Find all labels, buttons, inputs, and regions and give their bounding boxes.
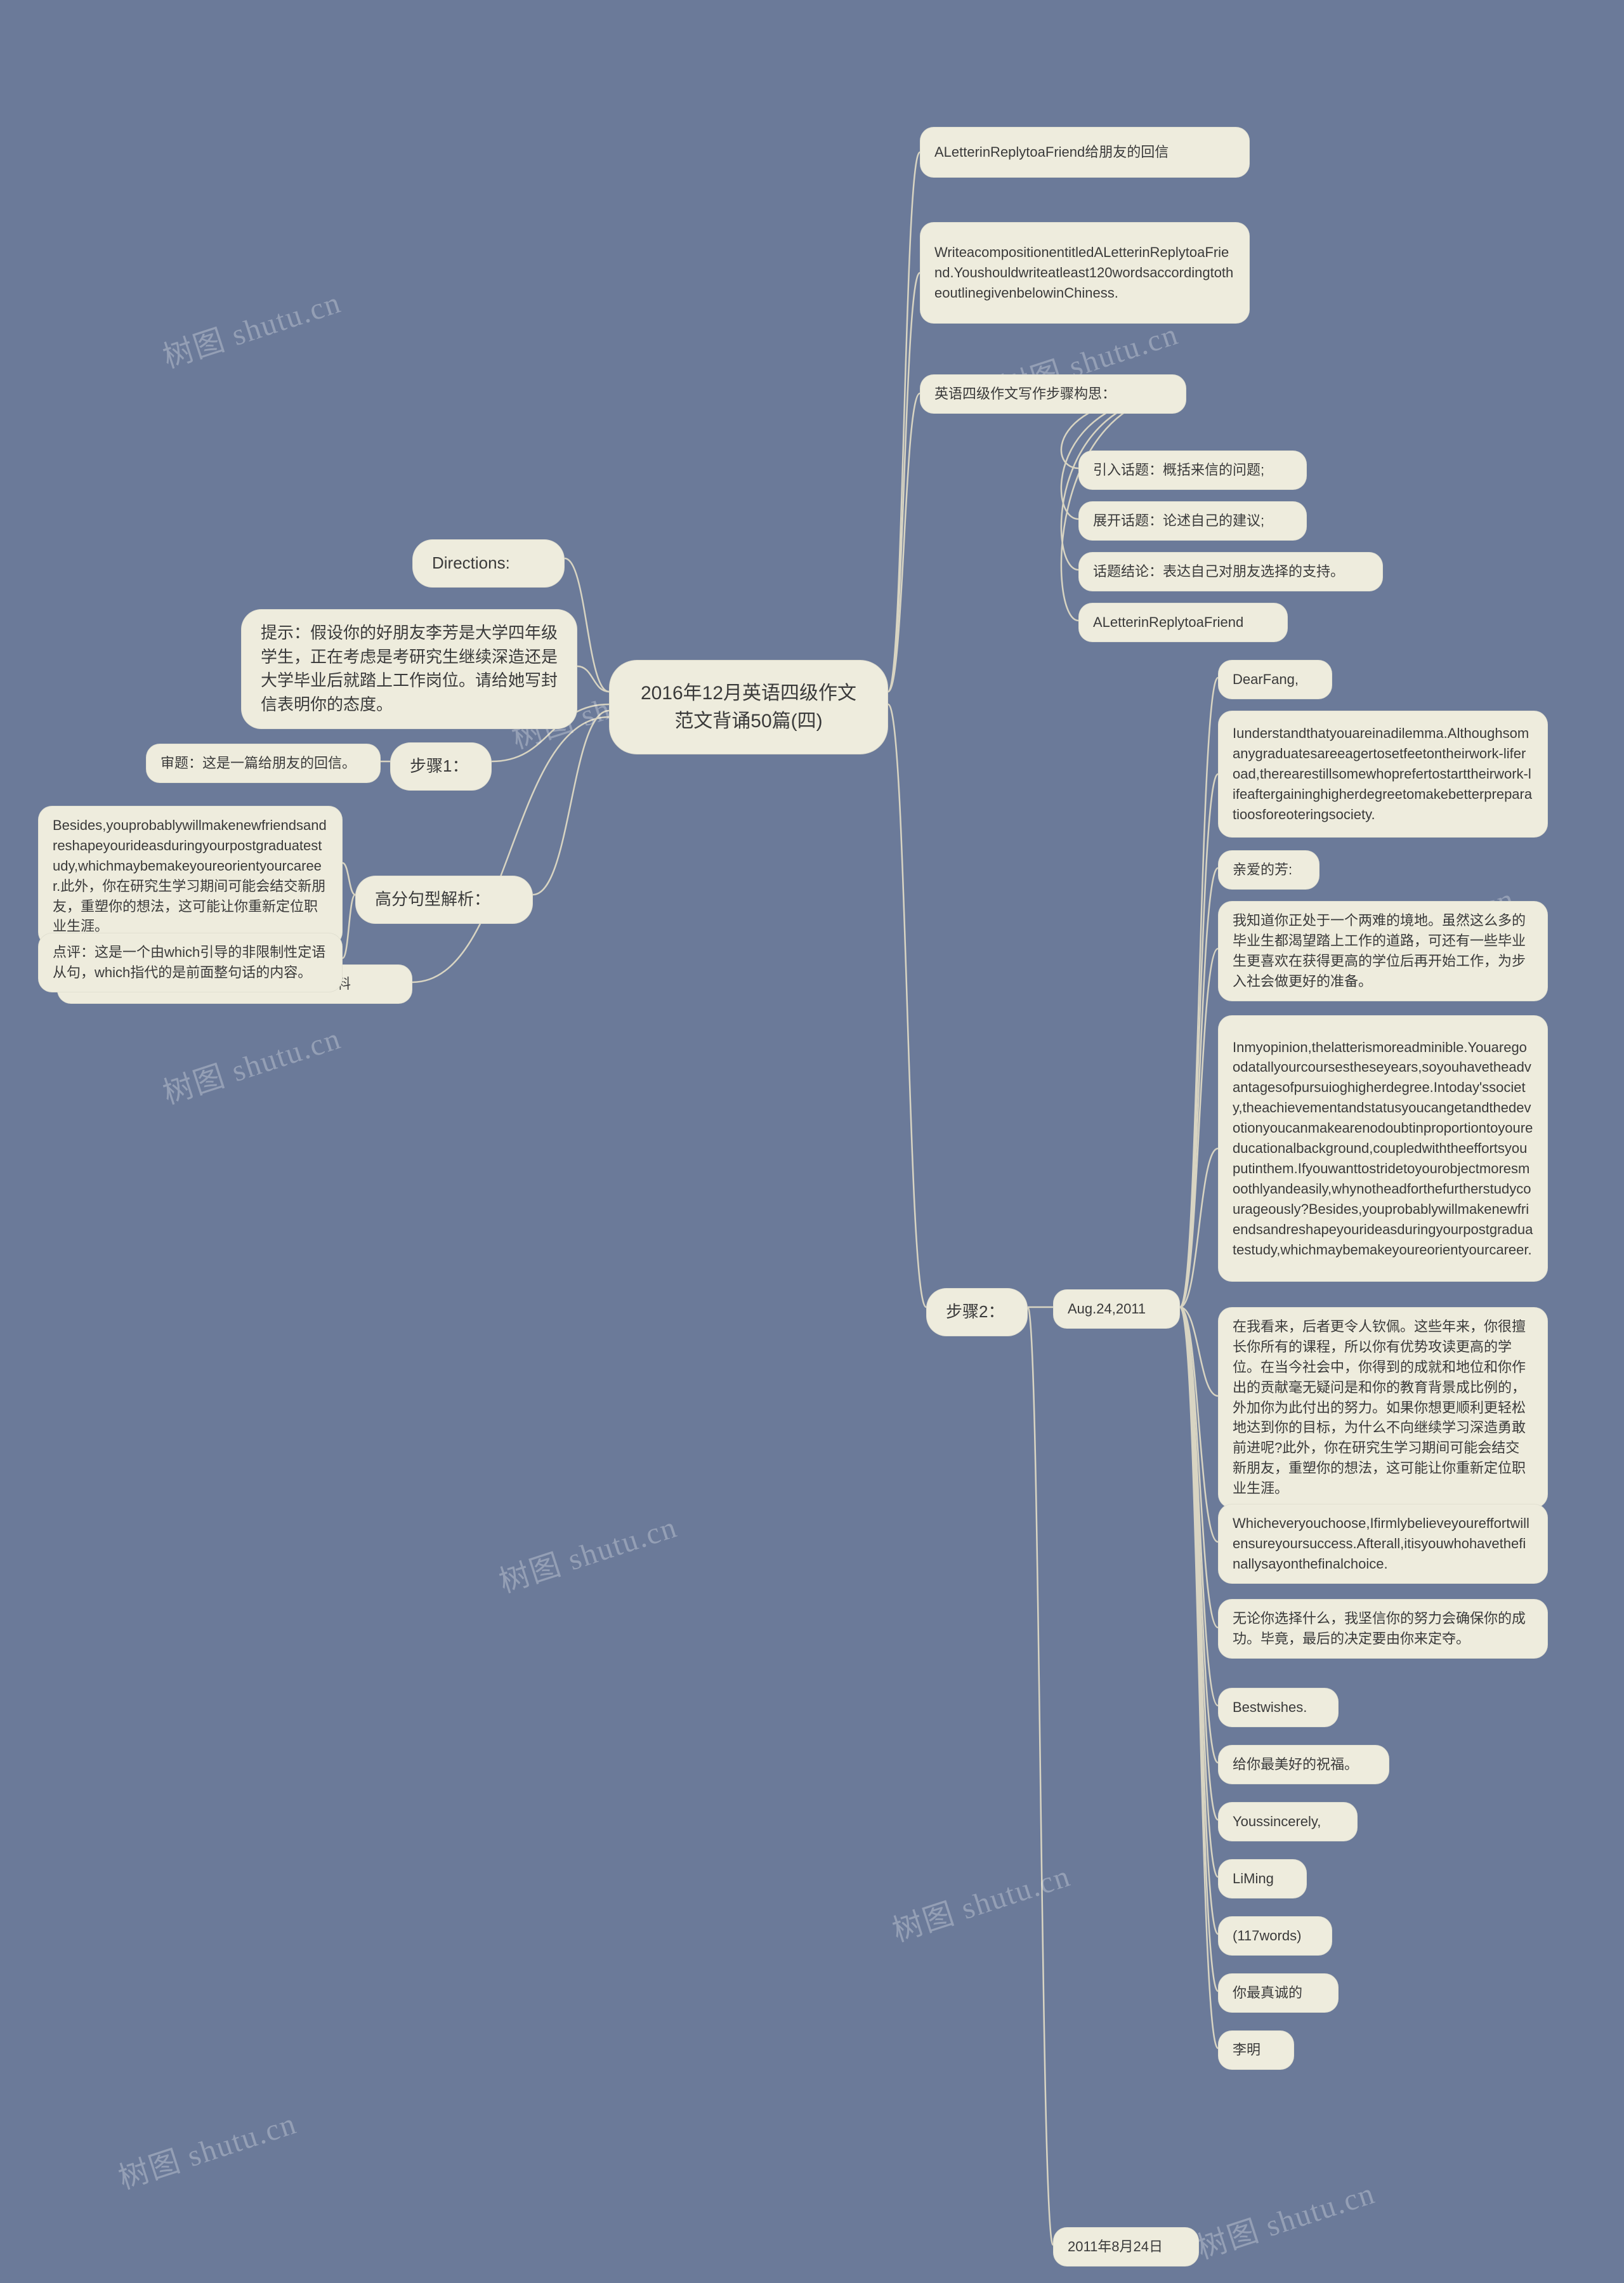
node-label: ALetterinReplytoaFriend给朋友的回信 xyxy=(934,142,1235,162)
node-a3: 亲爱的芳: xyxy=(1218,850,1320,890)
node-label: 无论你选择什么，我坚信你的努力会确保你的成功。毕竟，最后的决定要由你来定夺。 xyxy=(1233,1609,1533,1649)
node-g2: 点评：这是一个由which引导的非限制性定语从句，which指代的是前面整句话的… xyxy=(38,933,343,992)
node-label: WriteacompositionentitledALetterinReplyt… xyxy=(934,242,1235,303)
node-a12: LiMing xyxy=(1218,1859,1307,1898)
node-label: Besides,youprobablywillmakenewfriendsand… xyxy=(53,815,328,937)
center-node: 2016年12月英语四级作文范文背诵50篇(四) xyxy=(609,660,888,754)
node-d3: 英语四级作文写作步骤构思： xyxy=(920,374,1186,414)
center-text: 2016年12月英语四级作文范文背诵50篇(四) xyxy=(635,680,862,735)
node-label: 亲爱的芳: xyxy=(1233,860,1305,880)
node-a5: Inmyopinion,thelatterismoreadminible.You… xyxy=(1218,1015,1548,1282)
node-a13: (117words) xyxy=(1218,1916,1332,1956)
node-d7: ALetterinReplytoaFriend xyxy=(1078,603,1288,642)
node-label: 步骤1： xyxy=(410,754,472,779)
node-label: 话题结论：表达自己对朋友选择的支持。 xyxy=(1093,562,1368,582)
node-s1a: 审题：这是一篇给朋友的回信。 xyxy=(146,744,381,783)
node-d2: WriteacompositionentitledALetterinReplyt… xyxy=(920,222,1250,324)
node-d4: 引入话题：概括来信的问题; xyxy=(1078,451,1307,490)
node-a4: 我知道你正处于一个两难的境地。虽然这么多的毕业生都渴望踏上工作的道路，可还有一些… xyxy=(1218,901,1548,1001)
node-g1: Besides,youprobablywillmakenewfriendsand… xyxy=(38,806,343,946)
node-a10: 给你最美好的祝福。 xyxy=(1218,1745,1389,1784)
node-label: (117words) xyxy=(1233,1926,1318,1946)
node-a6: 在我看来，后者更令人钦佩。这些年来，你很擅长你所有的课程，所以你有优势攻读更高的… xyxy=(1218,1307,1548,1508)
node-label: 审题：这是一篇给朋友的回信。 xyxy=(160,753,366,773)
node-label: Aug.24,2011 xyxy=(1068,1299,1165,1319)
node-label: ALetterinReplytoaFriend xyxy=(1093,612,1273,633)
node-label: Whicheveryouchoose,Ifirmlybelieveyoureff… xyxy=(1233,1513,1533,1574)
node-tip: 提示：假设你的好朋友李芳是大学四年级学生，正在考虑是考研究生继续深造还是大学毕业… xyxy=(241,609,577,729)
node-label: Directions: xyxy=(432,551,545,576)
node-label: 展开话题：论述自己的建议; xyxy=(1093,511,1292,531)
node-aug: Aug.24,2011 xyxy=(1053,1289,1180,1329)
node-label: 在我看来，后者更令人钦佩。这些年来，你很擅长你所有的课程，所以你有优势攻读更高的… xyxy=(1233,1317,1533,1499)
node-d5: 展开话题：论述自己的建议; xyxy=(1078,501,1307,541)
node-label: 给你最美好的祝福。 xyxy=(1233,1754,1375,1775)
node-a8: 无论你选择什么，我坚信你的努力会确保你的成功。毕竟，最后的决定要由你来定夺。 xyxy=(1218,1599,1548,1659)
node-label: 提示：假设你的好朋友李芳是大学四年级学生，正在考虑是考研究生继续深造还是大学毕业… xyxy=(261,621,558,717)
node-a15: 李明 xyxy=(1218,2030,1294,2070)
node-a1: DearFang, xyxy=(1218,660,1332,699)
node-a2: Iunderstandthatyouareinadilemma.Although… xyxy=(1218,711,1548,838)
node-label: 步骤2： xyxy=(946,1300,1008,1324)
node-label: 点评：这是一个由which引导的非限制性定语从句，which指代的是前面整句话的… xyxy=(53,942,328,983)
node-a7: Whicheveryouchoose,Ifirmlybelieveyoureff… xyxy=(1218,1504,1548,1584)
node-last: 2011年8月24日 xyxy=(1053,2227,1199,2267)
node-a9: Bestwishes. xyxy=(1218,1688,1339,1727)
node-label: LiMing xyxy=(1233,1869,1292,1889)
node-a11: Youssincerely, xyxy=(1218,1802,1358,1841)
node-label: 引入话题：概括来信的问题; xyxy=(1093,460,1292,480)
node-step1: 步骤1： xyxy=(390,742,492,791)
node-label: 2011年8月24日 xyxy=(1068,2237,1184,2257)
node-label: 李明 xyxy=(1233,2040,1280,2060)
node-label: 高分句型解析： xyxy=(375,888,513,912)
node-step2: 步骤2： xyxy=(926,1288,1028,1336)
node-a14: 你最真诚的 xyxy=(1218,1973,1339,2013)
node-label: DearFang, xyxy=(1233,669,1318,690)
node-label: 英语四级作文写作步骤构思： xyxy=(934,384,1172,404)
node-gaofen: 高分句型解析： xyxy=(355,876,533,924)
node-label: 你最真诚的 xyxy=(1233,1983,1324,2003)
node-label: Youssincerely, xyxy=(1233,1812,1343,1832)
node-label: Bestwishes. xyxy=(1233,1697,1324,1718)
node-label: Inmyopinion,thelatterismoreadminible.You… xyxy=(1233,1037,1533,1260)
node-label: Iunderstandthatyouareinadilemma.Although… xyxy=(1233,723,1533,824)
node-d6: 话题结论：表达自己对朋友选择的支持。 xyxy=(1078,552,1383,591)
node-label: 我知道你正处于一个两难的境地。虽然这么多的毕业生都渴望踏上工作的道路，可还有一些… xyxy=(1233,911,1533,992)
node-d1: ALetterinReplytoaFriend给朋友的回信 xyxy=(920,127,1250,178)
node-directions: Directions: xyxy=(412,539,565,588)
